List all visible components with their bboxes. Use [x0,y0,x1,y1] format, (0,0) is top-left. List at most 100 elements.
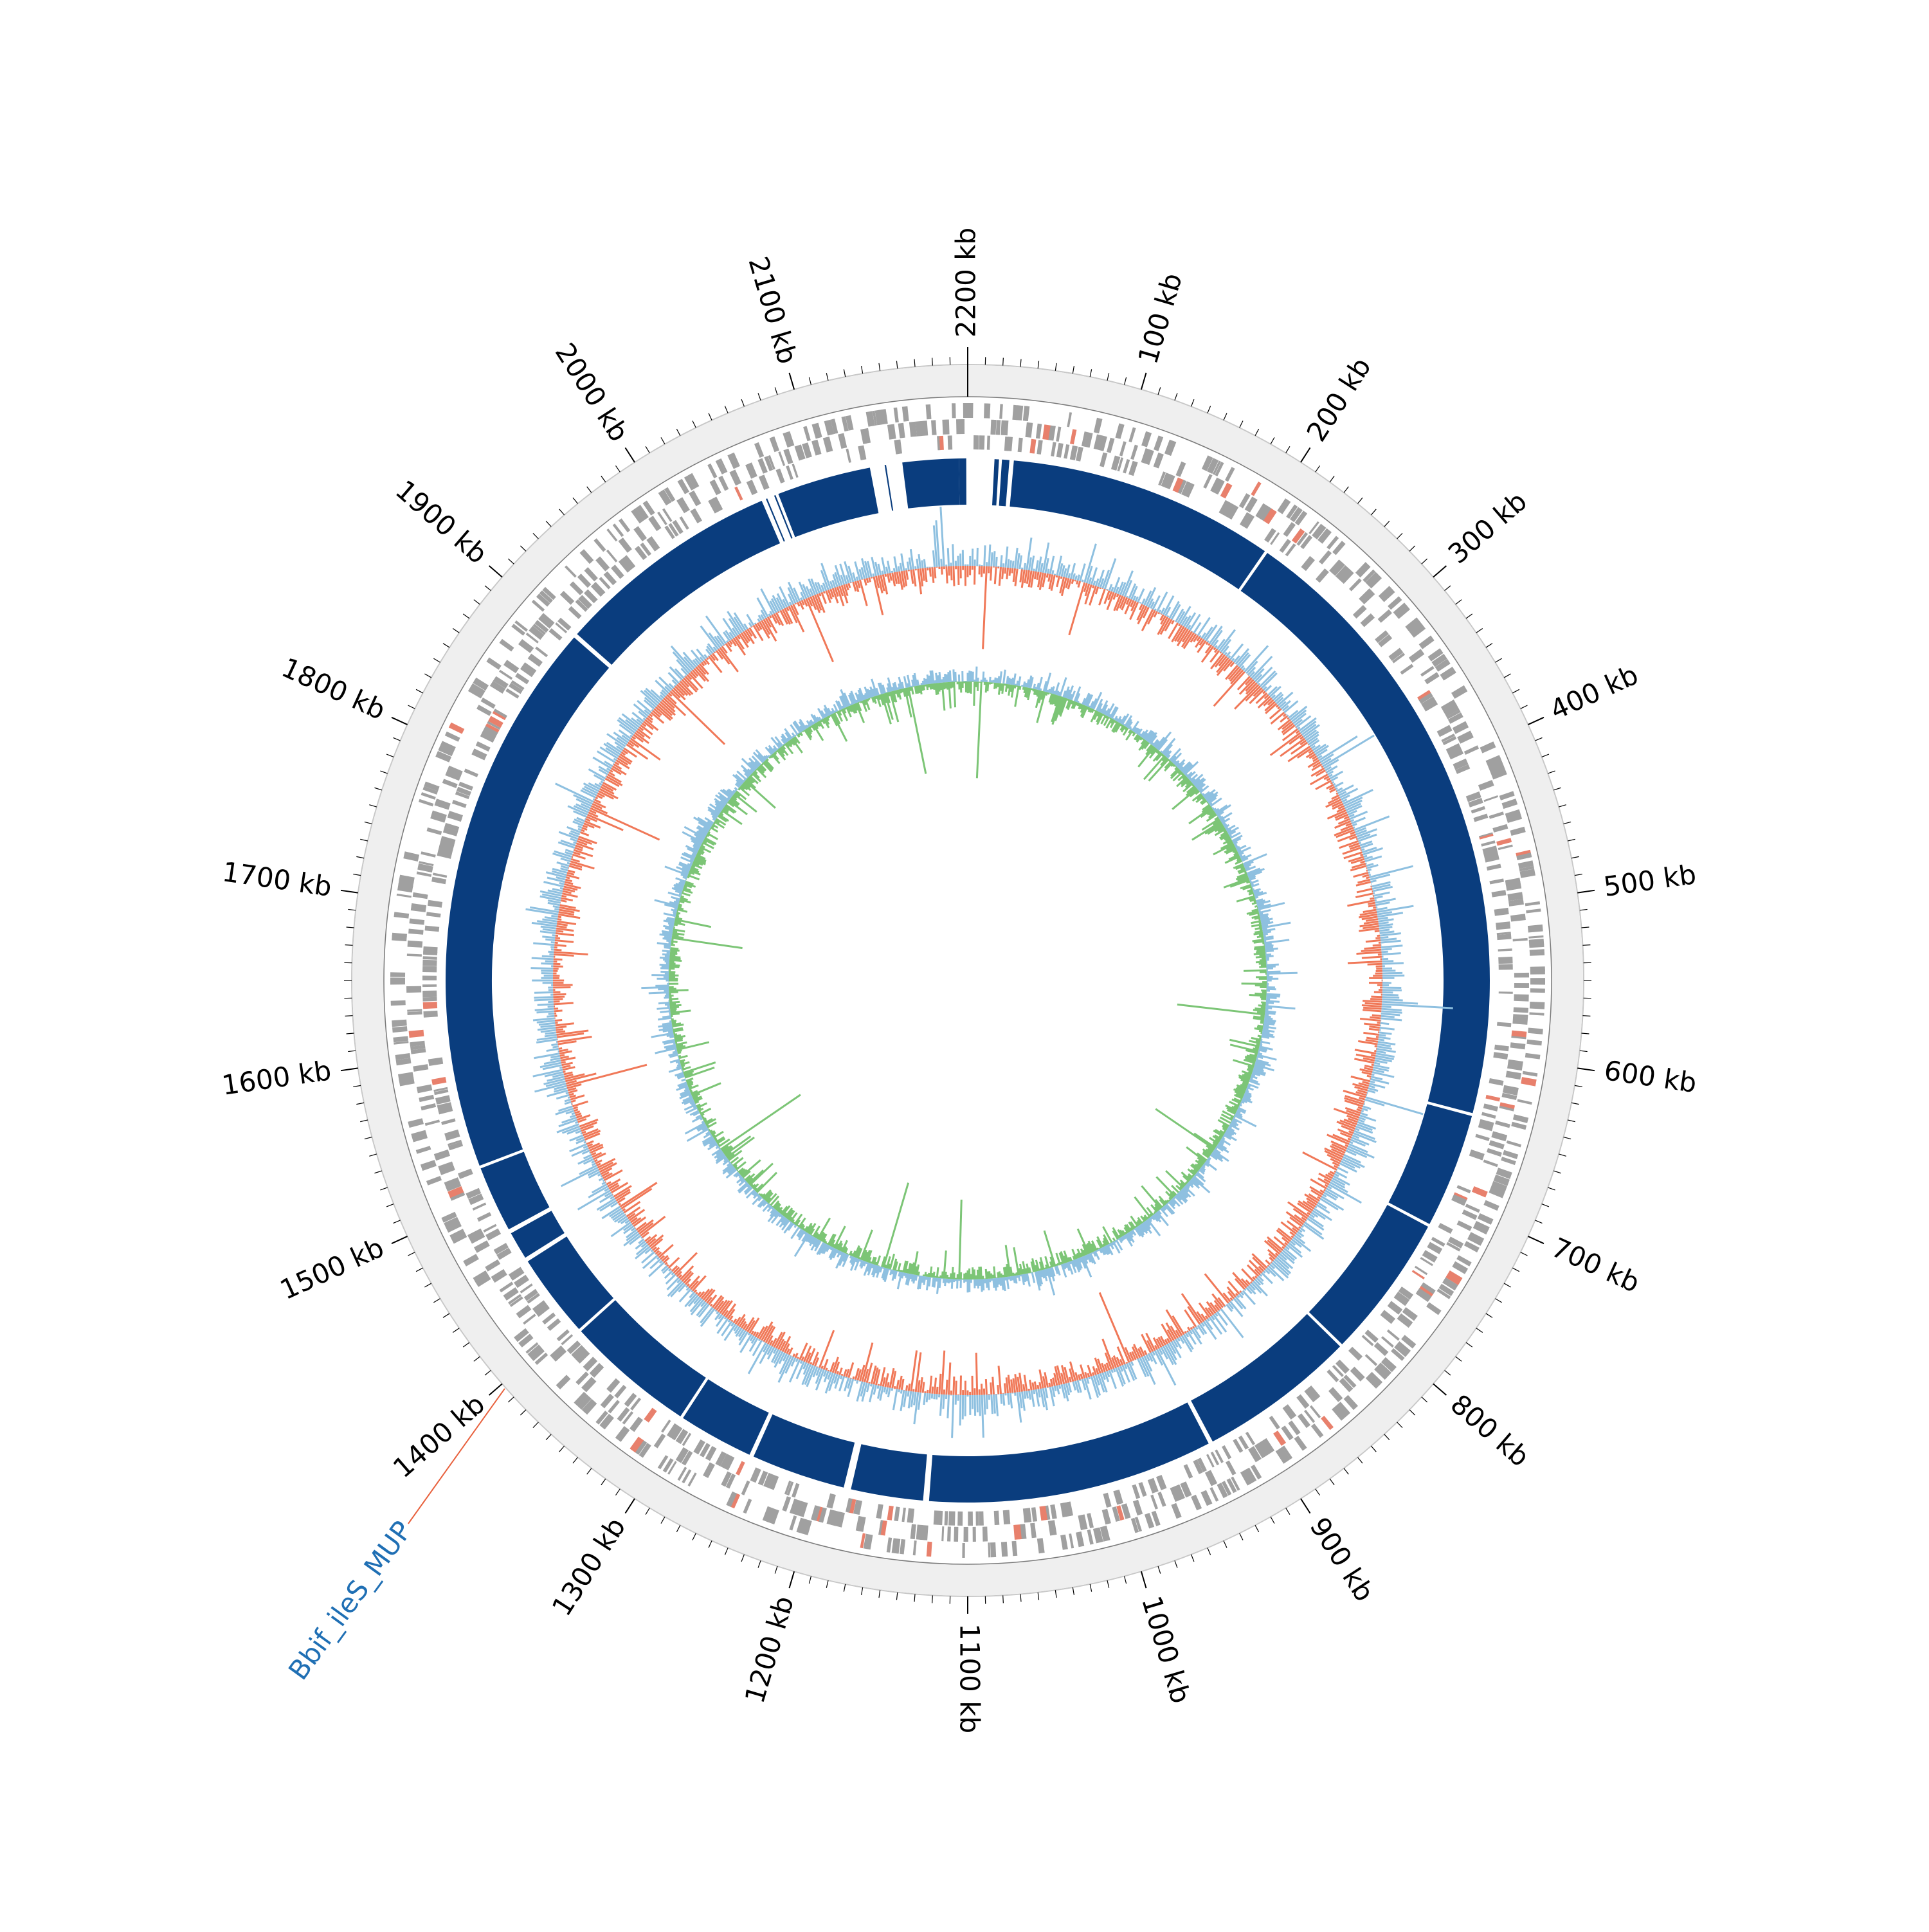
gc-bar-up [1080,564,1085,581]
gc-bar-down [1369,1027,1379,1028]
gene [1379,610,1392,623]
gc-bar-up [542,956,554,957]
gene [1489,1078,1504,1086]
gc-bar-up [1196,634,1197,635]
gc-bar-down [989,566,990,573]
gene [789,1515,797,1531]
gene [976,1512,979,1526]
gene [770,437,779,452]
gc-bar-up [755,623,756,624]
gc-bar-down [1369,1029,1379,1030]
gene [1283,1404,1297,1420]
gc-bar-up [545,961,554,962]
gc-bar-up [1334,782,1343,787]
gc-bar-down [923,1382,924,1393]
gene [485,1259,500,1272]
minor-tick [1535,737,1542,741]
skew-bar-down [1113,1238,1115,1241]
gene [629,1417,643,1432]
minor-tick [1191,399,1194,406]
minor-tick [1495,658,1501,662]
gc-bar-down [687,1284,689,1286]
minor-tick [1486,1314,1492,1317]
gene [676,497,690,513]
minor-tick [1371,509,1376,515]
gene [743,1499,752,1513]
minor-tick [1476,628,1483,633]
minor-tick [1409,546,1415,551]
skew-bar-down [1138,747,1154,767]
gc-bar-down [567,872,574,874]
gene [1191,1495,1202,1511]
minor-tick [1175,1560,1177,1567]
homology-block [1191,1314,1340,1441]
gc-bar-down [1049,1383,1050,1387]
gc-bar-down [1355,1050,1376,1054]
gc-bar-down [1345,1145,1348,1146]
gene [1530,970,1545,975]
skew-bar-up [1266,1002,1274,1003]
gc-bar-up [593,799,594,800]
gc-bar-up [1057,1386,1059,1395]
skew-bar-down [851,1253,853,1256]
gc-bar-down [720,648,738,672]
minor-tick [693,421,696,428]
minor-tick [709,413,712,420]
gene [1349,579,1362,591]
gene [1051,442,1056,456]
minor-tick [1456,1357,1462,1361]
skew-bar-up [995,1278,996,1290]
gc-bar-up [857,1380,858,1384]
gene [1128,428,1136,443]
gene [983,1527,988,1542]
gc-bar-down [946,566,947,584]
gc-bar-down [991,1382,992,1395]
gc-bar-up [1381,939,1397,940]
gc-bar-up [554,909,559,910]
gc-bar-up [727,641,728,642]
gc-bar-up [1087,1378,1089,1384]
gene [435,799,451,809]
gc-bar-down [1077,581,1078,584]
gene [1374,1342,1389,1357]
skew-bar-up [1229,835,1231,836]
gc-bar-down [1145,1351,1146,1355]
minor-tick [1158,387,1161,394]
minor-tick [1191,1555,1194,1562]
gc-bar-up [1069,573,1070,579]
gene [1273,1431,1286,1446]
skew-bar-down [686,1078,693,1081]
gc-bar-up [599,783,602,784]
gene [931,420,937,435]
gene [1064,444,1069,459]
minor-tick [348,909,356,910]
gc-bar-up [1034,569,1035,572]
gene [425,1119,440,1126]
skew-bar-down [1067,699,1068,701]
gc-bar-down [1230,1298,1232,1300]
gc-bar-up [601,1176,602,1177]
skew-bar-up [1259,910,1271,912]
gene [606,1378,620,1393]
gc-bar-up [1136,597,1137,601]
gc-bar-down [592,1153,596,1155]
gene [614,1385,626,1398]
skew-bar-down [1175,766,1176,767]
gene [407,953,422,957]
skew-bar-down [1260,960,1266,961]
skew-bar-up [1123,724,1124,725]
gc-bar-down [1358,1107,1363,1108]
skew-bar-up [1161,751,1162,752]
skew-bar-down [1254,993,1266,994]
gc-bar-down [565,882,573,884]
gc-bar-up [547,1049,559,1051]
minor-tick [1445,1370,1451,1375]
minor-tick [573,498,578,503]
skew-bar-down [1238,1104,1240,1105]
gc-bar-down [1362,1006,1382,1007]
gc-bar-down [795,1353,797,1358]
minor-tick [725,406,728,413]
gc-bar-up [599,1178,603,1180]
gc-bar-up [1127,596,1128,597]
gene [959,419,964,434]
